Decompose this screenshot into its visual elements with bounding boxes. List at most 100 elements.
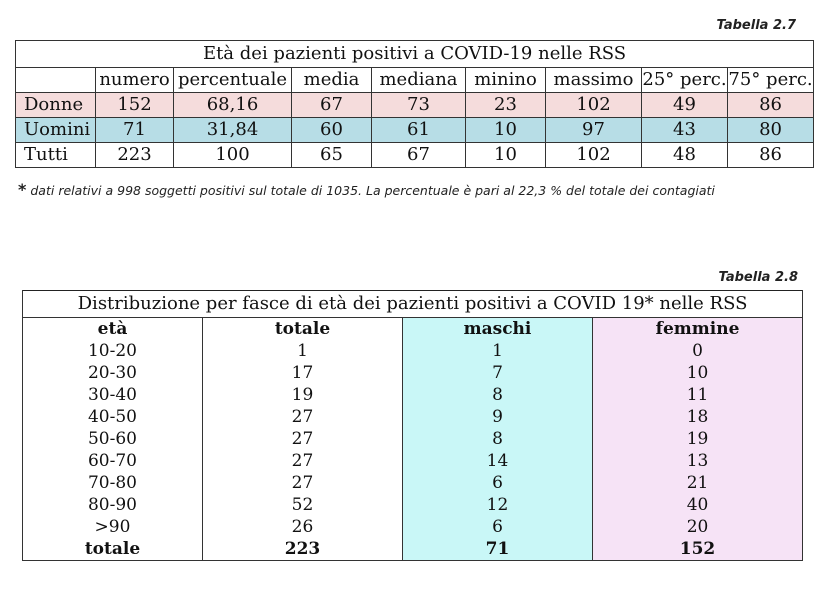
table-row: >90 26 6 20	[22, 516, 804, 538]
cell-totale: 19	[202, 384, 403, 406]
table-row: 70-80 27 6 21	[22, 472, 804, 494]
cell: 31,84	[173, 117, 292, 143]
table-row: 20-30 17 7 10	[22, 362, 804, 384]
age-stats-table: Età dei pazienti positivi a COVID-19 nel…	[14, 40, 815, 168]
row-label: Donne	[15, 92, 96, 118]
total-totale: 223	[202, 538, 403, 561]
cell: 10	[465, 142, 546, 168]
cell-maschi: 12	[402, 494, 593, 516]
cell-totale: 1	[202, 340, 403, 362]
cell-maschi: 6	[402, 516, 593, 538]
cell-femmine: 20	[591, 516, 804, 538]
cell-femmine: 21	[591, 472, 804, 494]
cell-maschi: 6	[402, 472, 593, 494]
cell-totale: 27	[202, 472, 403, 494]
total-maschi: 71	[402, 538, 593, 561]
table-row: 10-20 1 1 0	[22, 340, 804, 362]
age-distribution-table: Distribuzione per fasce di età dei pazie…	[21, 290, 804, 561]
cell-eta: 50-60	[22, 428, 203, 450]
cell-maschi: 7	[402, 362, 593, 384]
header-minino: minino	[465, 67, 546, 93]
table-row-totale: totale 223 71 152	[22, 538, 804, 561]
cell: 48	[641, 142, 728, 168]
cell-totale: 17	[202, 362, 403, 384]
age-distribution-title: Distribuzione per fasce di età dei pazie…	[21, 290, 804, 318]
cell-femmine: 18	[591, 406, 804, 428]
cell-maschi: 14	[402, 450, 593, 472]
table-row: 50-60 27 8 19	[22, 428, 804, 450]
cell: 80	[726, 117, 815, 143]
cell: 86	[726, 92, 815, 118]
cell-femmine: 13	[591, 450, 804, 472]
total-femmine: 152	[591, 538, 804, 561]
row-label: Uomini	[15, 117, 96, 143]
cell-eta: 10-20	[22, 340, 203, 362]
header-75-perc: 75° perc.	[726, 67, 815, 93]
cell: 102	[545, 92, 642, 118]
cell: 223	[95, 142, 174, 168]
header-femmine: femmine	[591, 317, 804, 340]
cell: 102	[545, 142, 642, 168]
cell-femmine: 11	[591, 384, 804, 406]
cell: 67	[291, 92, 372, 118]
cell-eta: 20-30	[22, 362, 203, 384]
cell-femmine: 40	[591, 494, 804, 516]
cell-maschi: 1	[402, 340, 593, 362]
header-media: media	[291, 67, 372, 93]
header-maschi: maschi	[402, 317, 593, 340]
cell: 71	[95, 117, 174, 143]
cell: 49	[641, 92, 728, 118]
cell-femmine: 10	[591, 362, 804, 384]
cell-totale: 52	[202, 494, 403, 516]
cell: 60	[291, 117, 372, 143]
cell-totale: 27	[202, 450, 403, 472]
cell-eta: >90	[22, 516, 203, 538]
header-25-perc: 25° perc.	[641, 67, 728, 93]
age-stats-header-row: numero percentuale media mediana minino …	[15, 67, 815, 93]
cell-maschi: 8	[402, 384, 593, 406]
table-row: 60-70 27 14 13	[22, 450, 804, 472]
header-totale: totale	[202, 317, 403, 340]
cell: 65	[291, 142, 372, 168]
cell-maschi: 9	[402, 406, 593, 428]
age-distribution-header-row: età totale maschi femmine	[22, 317, 804, 340]
header-massimo: massimo	[545, 67, 642, 93]
cell-eta: 30-40	[22, 384, 203, 406]
header-percentuale: percentuale	[173, 67, 292, 93]
table-row: 80-90 52 12 40	[22, 494, 804, 516]
cell: 86	[726, 142, 815, 168]
cell: 43	[641, 117, 728, 143]
cell: 97	[545, 117, 642, 143]
table-row-uomini: Uomini 71 31,84 60 61 10 97 43 80	[15, 117, 815, 143]
cell: 100	[173, 142, 292, 168]
row-label: Tutti	[15, 142, 96, 168]
age-stats-title: Età dei pazienti positivi a COVID-19 nel…	[14, 40, 815, 68]
cell: 152	[95, 92, 174, 118]
cell-eta: 70-80	[22, 472, 203, 494]
footnote-text: dati relativi a 998 soggetti positivi su…	[30, 183, 715, 198]
cell: 61	[371, 117, 466, 143]
age-stats-footnote: * dati relativi a 998 soggetti positivi s…	[18, 180, 715, 199]
cell-maschi: 8	[402, 428, 593, 450]
cell-eta: 40-50	[22, 406, 203, 428]
cell: 73	[371, 92, 466, 118]
header-eta: età	[22, 317, 203, 340]
cell-totale: 27	[202, 428, 403, 450]
cell-totale: 26	[202, 516, 403, 538]
cell-eta: 60-70	[22, 450, 203, 472]
table-2-8-caption: Tabella 2.8	[718, 270, 798, 285]
table-row-tutti: Tutti 223 100 65 67 10 102 48 86	[15, 142, 815, 168]
total-label: totale	[22, 538, 203, 561]
table-2-7-caption: Tabella 2.7	[716, 18, 796, 33]
header-blank-cell	[15, 67, 96, 93]
table-row: 40-50 27 9 18	[22, 406, 804, 428]
table-row-donne: Donne 152 68,16 67 73 23 102 49 86	[15, 92, 815, 118]
header-numero: numero	[95, 67, 174, 93]
table-row: 30-40 19 8 11	[22, 384, 804, 406]
cell: 10	[465, 117, 546, 143]
cell: 68,16	[173, 92, 292, 118]
footnote-star: *	[18, 180, 27, 199]
cell-eta: 80-90	[22, 494, 203, 516]
cell-femmine: 0	[591, 340, 804, 362]
cell: 67	[371, 142, 466, 168]
